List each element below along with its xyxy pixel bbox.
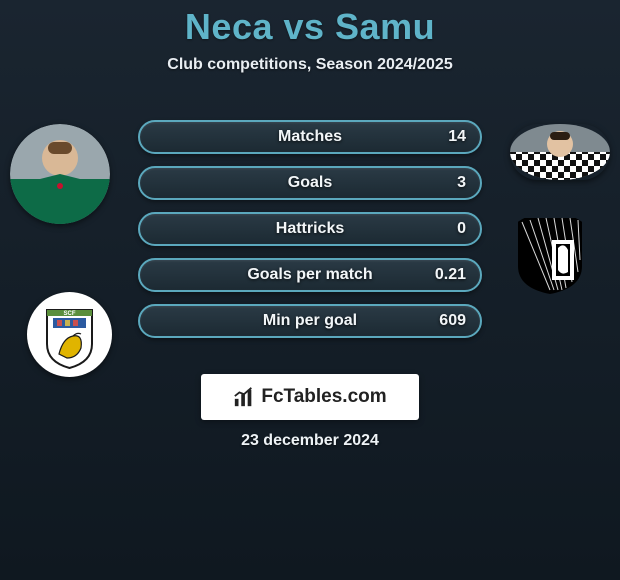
stat-label: Matches	[278, 128, 342, 146]
stat-value: 609	[439, 312, 466, 330]
stat-label: Hattricks	[276, 220, 344, 238]
stat-bar: Goals per match 0.21	[138, 258, 482, 292]
club1-badge: SCF	[27, 292, 112, 377]
player1-avatar	[10, 124, 110, 224]
stat-bar: Goals 3	[138, 166, 482, 200]
stat-value: 0	[457, 220, 466, 238]
stat-bar: Matches 14	[138, 120, 482, 154]
stat-bar: Hattricks 0	[138, 212, 482, 246]
player2-avatar	[510, 124, 610, 180]
club1-initials: SCF	[64, 311, 76, 317]
stat-label: Goals	[288, 174, 332, 192]
infographic: Neca vs Samu Club competitions, Season 2…	[0, 0, 620, 580]
stat-label: Min per goal	[263, 312, 357, 330]
stat-value: 0.21	[435, 266, 466, 284]
chart-icon	[233, 386, 255, 408]
subtitle: Club competitions, Season 2024/2025	[0, 56, 620, 74]
stat-value: 14	[448, 128, 466, 146]
stat-bars: Matches 14 Goals 3 Hattricks 0 Goals per…	[138, 120, 482, 350]
brand-box: FcTables.com	[201, 374, 419, 420]
date-text: 23 december 2024	[241, 432, 379, 450]
stat-label: Goals per match	[247, 266, 372, 284]
stat-value: 3	[457, 174, 466, 192]
stat-bar: Min per goal 609	[138, 304, 482, 338]
club2-badge	[500, 212, 600, 297]
page-title: Neca vs Samu	[0, 6, 620, 48]
brand-text: FcTables.com	[261, 386, 386, 408]
